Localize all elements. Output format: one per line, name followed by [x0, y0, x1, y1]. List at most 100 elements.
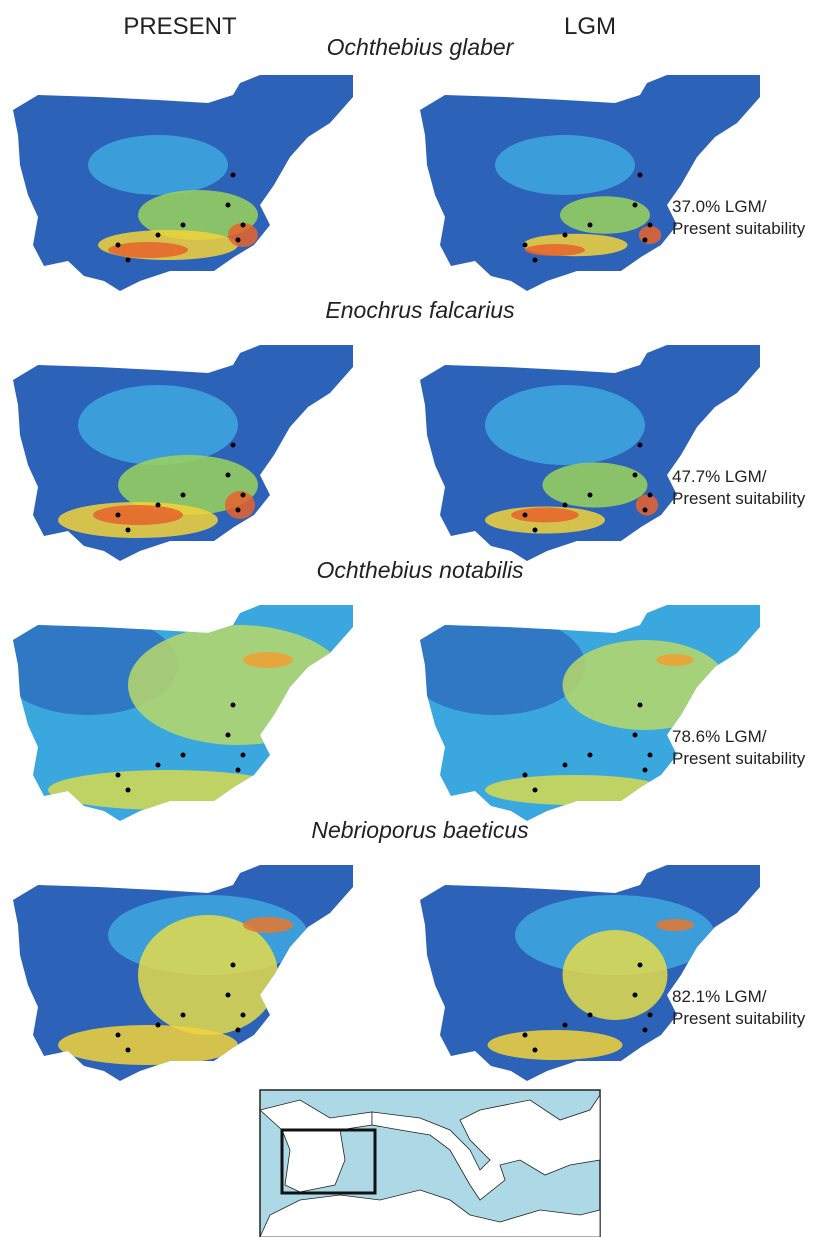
occurrence-point [236, 508, 241, 513]
occurrence-point [533, 528, 538, 533]
occurrence-point [116, 773, 121, 778]
occurrence-point [523, 513, 528, 518]
suitability-area [525, 244, 585, 256]
occurrence-point [523, 773, 528, 778]
occurrence-point [648, 1013, 653, 1018]
occurrence-point [633, 733, 638, 738]
map-fill [415, 75, 765, 295]
suitability-note: Present suitability [672, 749, 806, 768]
occurrence-point [231, 173, 236, 178]
distribution-map [405, 605, 765, 825]
suitability-area [485, 775, 665, 805]
occurrence-point [226, 993, 231, 998]
occurrence-point [241, 493, 246, 498]
occurrence-point [116, 1033, 121, 1038]
suitability-area [58, 1025, 238, 1065]
occurrence-point [563, 763, 568, 768]
occurrence-point [126, 788, 131, 793]
distribution-map [0, 605, 358, 825]
suitability-area [243, 917, 293, 933]
occurrence-point [156, 503, 161, 508]
distribution-map [8, 75, 358, 295]
occurrence-point [643, 768, 648, 773]
map-fill [415, 345, 765, 565]
occurrence-point [156, 1023, 161, 1028]
map-fill [8, 865, 358, 1085]
suitability-area [563, 640, 728, 730]
occurrence-point [241, 753, 246, 758]
occurrence-point [588, 1013, 593, 1018]
map-fill [415, 865, 765, 1085]
suitability-area [495, 135, 635, 195]
map-fill [405, 605, 765, 825]
occurrence-point [533, 788, 538, 793]
occurrence-point [563, 1023, 568, 1028]
occurrence-point [181, 493, 186, 498]
occurrence-point [643, 1028, 648, 1033]
suitability-area [78, 385, 238, 465]
suitability-area [138, 915, 278, 1035]
occurrence-point [226, 733, 231, 738]
occurrence-point [643, 508, 648, 513]
occurrence-point [126, 1048, 131, 1053]
suitability-area [488, 1030, 623, 1060]
occurrence-point [126, 258, 131, 263]
suitability-area [639, 226, 662, 244]
species-title: Enochrus falcarius [325, 297, 515, 323]
species-title: Ochthebius notabilis [316, 557, 524, 583]
map-fill [8, 75, 358, 295]
occurrence-point [181, 1013, 186, 1018]
suitability-note: 82.1% LGM/ [672, 987, 767, 1006]
occurrence-point [126, 528, 131, 533]
occurrence-point [588, 493, 593, 498]
suitability-note: Present suitability [672, 219, 806, 238]
occurrence-point [231, 443, 236, 448]
suitability-area [128, 625, 348, 745]
species-title: Ochthebius glaber [327, 34, 515, 60]
distribution-map [415, 865, 765, 1085]
suitability-area [636, 495, 659, 516]
suitability-area [243, 652, 293, 668]
occurrence-point [648, 223, 653, 228]
suitability-area [656, 654, 694, 666]
suitability-area [563, 930, 668, 1020]
occurrence-point [523, 243, 528, 248]
suitability-area [511, 508, 579, 523]
occurrence-point [236, 768, 241, 773]
figure: PRESENT LGM Ochthebius glaber37.0% LGM/P… [0, 0, 839, 1237]
map-fill [8, 345, 358, 565]
occurrence-point [241, 223, 246, 228]
distribution-map [415, 345, 765, 565]
occurrence-point [563, 233, 568, 238]
suitability-note: 78.6% LGM/ [672, 727, 767, 746]
occurrence-point [648, 753, 653, 758]
occurrence-point [231, 703, 236, 708]
occurrence-point [588, 753, 593, 758]
occurrence-point [633, 203, 638, 208]
occurrence-point [236, 1028, 241, 1033]
suitability-area [88, 135, 228, 195]
occurrence-point [226, 473, 231, 478]
suitability-area [485, 385, 645, 465]
occurrence-point [156, 233, 161, 238]
suitability-area [48, 770, 288, 810]
occurrence-point [638, 963, 643, 968]
occurrence-point [588, 223, 593, 228]
distribution-map [8, 865, 358, 1085]
suitability-area [543, 463, 648, 508]
suitability-note: Present suitability [672, 1009, 806, 1028]
map-fill [0, 605, 358, 825]
occurrence-point [116, 513, 121, 518]
occurrence-point [236, 238, 241, 243]
occurrence-point [563, 503, 568, 508]
inset-map [260, 1090, 600, 1237]
suitability-note: Present suitability [672, 489, 806, 508]
suitability-note: 47.7% LGM/ [672, 467, 767, 486]
occurrence-point [648, 493, 653, 498]
suitability-area [405, 615, 585, 715]
occurrence-point [633, 473, 638, 478]
suitability-note: 37.0% LGM/ [672, 197, 767, 216]
species-title: Nebrioporus baeticus [311, 817, 529, 843]
occurrence-point [231, 963, 236, 968]
column-header: LGM [564, 13, 616, 40]
